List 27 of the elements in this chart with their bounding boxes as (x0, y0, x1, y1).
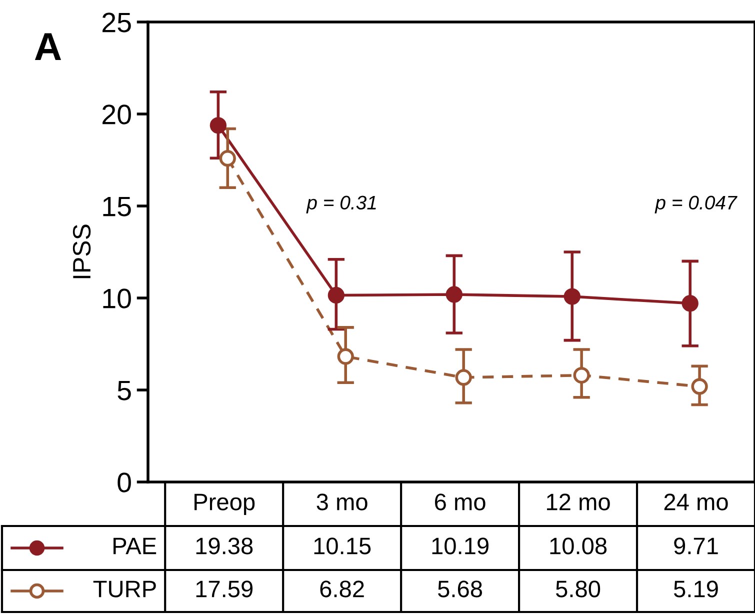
y-tick-label: 5 (118, 380, 131, 400)
legend-label: PAE (114, 538, 156, 554)
y-tick-label: 15 (103, 196, 131, 216)
data-label: 5.68 (438, 580, 482, 598)
data-label: 10.08 (550, 538, 607, 554)
data-label: 10.15 (314, 538, 371, 554)
data-label: 6.82 (320, 580, 364, 598)
data-label: 9.71 (674, 538, 718, 554)
x-tick-label: 12 mo (547, 494, 610, 510)
y-tick-label: 10 (103, 288, 131, 308)
data-label: 5.80 (556, 580, 600, 598)
annotation: p = 0.31 (306, 196, 376, 214)
y-tick-label: 20 (102, 104, 131, 124)
x-tick-label: 3 mo (316, 494, 368, 510)
annotation: p = 0.047 (654, 196, 738, 214)
legend-label: TURP (93, 580, 156, 598)
data-label: 19.38 (196, 538, 253, 554)
y-tick-label: 25 (102, 12, 131, 32)
y-tick-label: 0 (118, 472, 131, 492)
x-tick-label: 24 mo (664, 494, 728, 510)
x-tick-label: Preop (194, 494, 255, 516)
chart-title: A (34, 33, 62, 60)
data-label: 10.19 (432, 538, 488, 554)
y-axis-title: IPSS (72, 224, 91, 278)
data-label: 17.59 (196, 580, 253, 598)
x-tick-label: 6 mo (435, 494, 486, 510)
data-label: 5.19 (674, 580, 718, 598)
